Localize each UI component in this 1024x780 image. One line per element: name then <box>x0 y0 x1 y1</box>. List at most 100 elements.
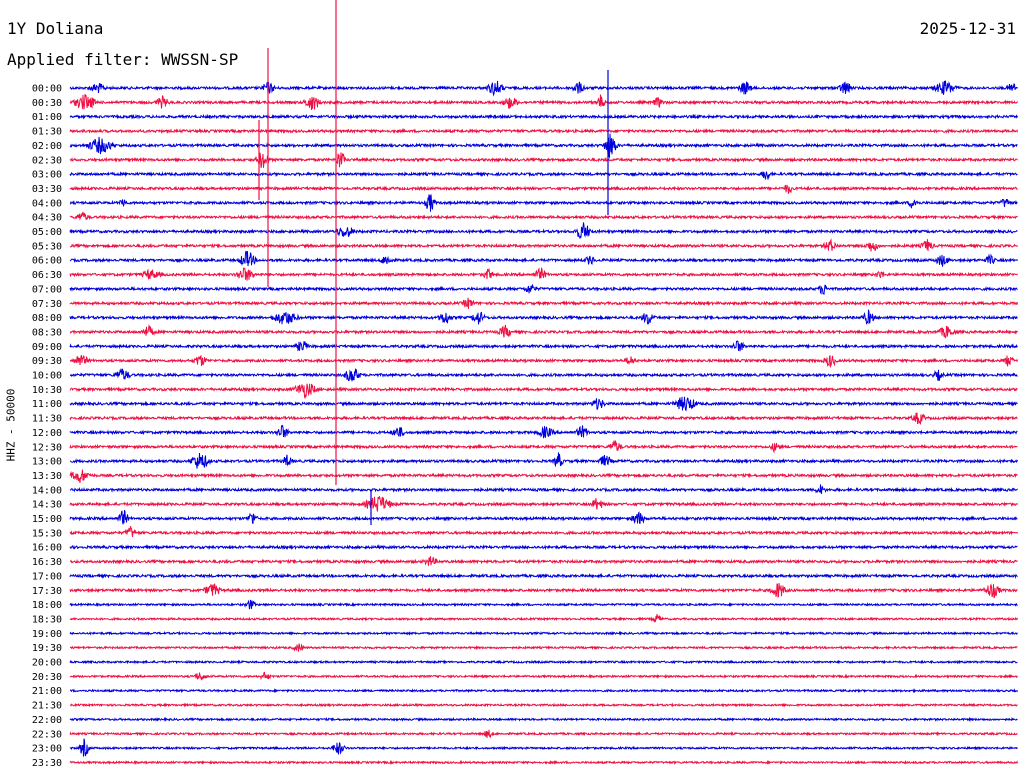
time-label: 20:00 <box>32 658 62 669</box>
trace-line <box>69 211 1018 221</box>
trace-line <box>69 340 1018 352</box>
time-label: 20:30 <box>32 672 62 683</box>
time-label: 19:30 <box>32 643 62 654</box>
time-label: 12:00 <box>32 428 62 439</box>
time-label: 09:00 <box>32 342 62 353</box>
trace-line <box>69 556 1018 566</box>
filter-name: WWSSN-SP <box>161 50 239 69</box>
trace-line <box>69 152 1018 169</box>
trace-line <box>69 424 1018 439</box>
trace-line <box>69 687 1018 694</box>
time-label: 21:00 <box>32 686 62 697</box>
trace-line <box>69 383 1018 400</box>
time-label: 00:30 <box>32 98 62 109</box>
time-label: 23:30 <box>32 758 62 769</box>
time-label: 07:00 <box>32 284 62 295</box>
time-label: 13:00 <box>32 457 62 468</box>
trace-line <box>69 484 1018 495</box>
time-label: 04:30 <box>32 213 62 224</box>
time-label: 14:00 <box>32 485 62 496</box>
time-label: 15:00 <box>32 514 62 525</box>
trace-line <box>69 238 1018 252</box>
trace-line <box>69 599 1018 610</box>
time-label: 19:00 <box>32 629 62 640</box>
trace-line <box>69 297 1018 309</box>
trace-line <box>69 702 1018 708</box>
date-label: 2025-12-31 <box>919 19 1016 38</box>
trace-line <box>69 94 1018 111</box>
filter-prefix: Applied filter: <box>7 50 152 69</box>
trace-line <box>69 194 1018 212</box>
trace-line <box>69 267 1018 281</box>
trace-line <box>69 510 1018 525</box>
trace-line <box>69 324 1018 339</box>
trace-line <box>69 613 1018 623</box>
trace-line <box>69 440 1018 454</box>
time-label: 02:00 <box>32 141 62 152</box>
trace-line <box>69 738 1018 757</box>
trace-line <box>69 250 1018 267</box>
time-label: 21:30 <box>32 701 62 712</box>
time-label: 05:00 <box>32 227 62 238</box>
trace-line <box>69 630 1018 637</box>
time-label: 09:30 <box>32 356 62 367</box>
time-label: 16:30 <box>32 557 62 568</box>
trace-line <box>69 544 1018 551</box>
time-label: 11:00 <box>32 399 62 410</box>
trace-line <box>69 412 1018 426</box>
trace-line <box>69 729 1018 739</box>
station-title: 1Y Doliana <box>7 19 104 38</box>
trace-line <box>69 133 1018 159</box>
time-label: 14:30 <box>32 500 62 511</box>
time-label: 00:00 <box>32 84 62 95</box>
time-label: 18:00 <box>32 600 62 611</box>
time-label: 16:00 <box>32 543 62 554</box>
time-label: 07:30 <box>32 299 62 310</box>
trace-line <box>69 452 1018 469</box>
time-label: 01:30 <box>32 127 62 138</box>
trace-line <box>69 496 1018 512</box>
trace-line <box>69 80 1018 97</box>
trace-line <box>69 582 1018 599</box>
time-label: 10:30 <box>32 385 62 396</box>
time-label: 03:30 <box>32 184 62 195</box>
trace-line <box>69 354 1018 369</box>
time-label: 04:00 <box>32 198 62 209</box>
time-label: 11:30 <box>32 414 62 425</box>
trace-line <box>69 469 1018 483</box>
time-label: 23:00 <box>32 744 62 755</box>
trace-line <box>69 671 1018 681</box>
trace-line <box>69 309 1018 325</box>
time-label: 06:00 <box>32 256 62 267</box>
trace-line <box>69 643 1018 652</box>
time-label: 02:30 <box>32 155 62 166</box>
time-label: 13:30 <box>32 471 62 482</box>
time-label: 22:00 <box>32 715 62 726</box>
time-label: 17:00 <box>32 571 62 582</box>
trace-line <box>69 526 1018 537</box>
trace-line <box>69 759 1018 766</box>
time-label: 12:30 <box>32 442 62 453</box>
trace-line <box>69 572 1018 580</box>
trace-line <box>69 128 1018 135</box>
trace-line <box>70 368 1018 382</box>
time-label: 15:30 <box>32 528 62 539</box>
time-label: 06:30 <box>32 270 62 281</box>
trace-line <box>69 170 1018 180</box>
time-label: 18:30 <box>32 614 62 625</box>
trace-line <box>69 222 1018 239</box>
time-label: 17:30 <box>32 586 62 597</box>
time-label: 08:30 <box>32 327 62 338</box>
trace-line <box>69 716 1018 723</box>
trace-line <box>69 659 1018 665</box>
time-label: 01:00 <box>32 112 62 123</box>
time-label: 22:30 <box>32 729 62 740</box>
trace-line <box>69 284 1018 296</box>
trace-line <box>69 113 1018 120</box>
time-label: 08:00 <box>32 313 62 324</box>
time-label: 03:00 <box>32 170 62 181</box>
trace-line <box>69 396 1018 412</box>
time-label: 05:30 <box>32 241 62 252</box>
filter-label: Applied filter: WWSSN-SP <box>7 50 238 69</box>
